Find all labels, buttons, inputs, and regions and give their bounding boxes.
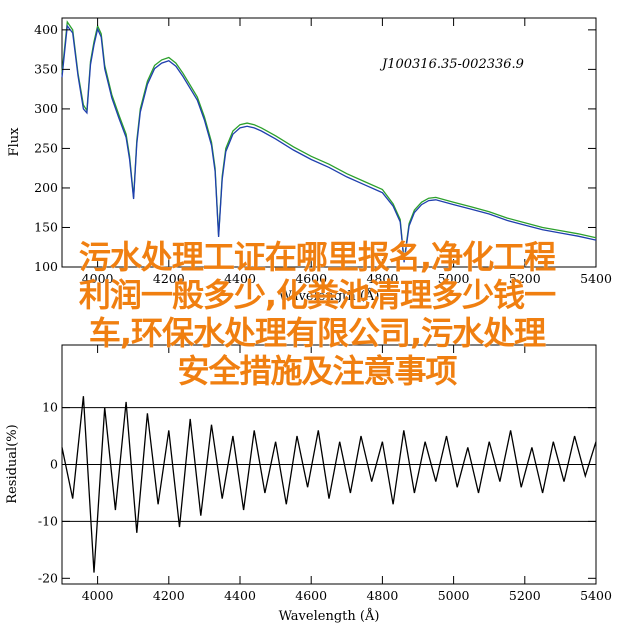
flux-y-tick-label: 100 <box>34 259 58 274</box>
flux-x-tick-label: 4600 <box>295 271 327 286</box>
residual-x-tick-label: 4800 <box>366 588 398 603</box>
flux-x-tick-label: 5400 <box>580 271 612 286</box>
residual-y-tick-label: 10 <box>42 400 58 415</box>
residual-x-tick-label: 4600 <box>295 588 327 603</box>
flux-y-tick-label: 400 <box>34 22 58 37</box>
flux-x-tick-label: 4200 <box>153 271 185 286</box>
flux-x-tick-label: 4000 <box>82 271 114 286</box>
flux-y-ticks: 100 150 200 250 300 350 400 <box>34 22 596 274</box>
flux-y-tick-label: 300 <box>34 101 58 116</box>
flux-x-tick-label: 4800 <box>366 271 398 286</box>
residual-x-tick-label: 5200 <box>509 588 541 603</box>
residual-x-tick-label: 4400 <box>224 588 256 603</box>
residual-x-axis-label: Wavelength (Å) <box>279 608 380 624</box>
residual-x-tick-label: 5400 <box>580 588 612 603</box>
residual-series-group <box>61 396 597 573</box>
flux-y-tick-label: 150 <box>34 219 58 234</box>
residual-x-tick-label: 5000 <box>438 588 470 603</box>
residual-y-tick-label: -20 <box>38 570 58 585</box>
residual-y-axis-label: Residual(%) <box>5 424 20 503</box>
residual-x-tick-label: 4200 <box>153 588 185 603</box>
residual-y-ticks: -20 -10 0 10 <box>38 400 596 585</box>
flux-chart-title: J100316.35-002336.9 <box>379 57 524 72</box>
residual-hlines <box>62 407 596 522</box>
flux-x-ticks: 4000 4200 4400 4600 4800 5000 5200 5400 <box>82 18 612 286</box>
flux-y-tick-label: 350 <box>34 61 58 76</box>
flux-x-tick-label: 4400 <box>224 271 256 286</box>
flux-y-tick-label: 250 <box>34 140 58 155</box>
residual-x-tick-label: 4000 <box>82 588 114 603</box>
residual-x-ticks: 4000 4200 4400 4600 4800 5000 5200 5400 <box>82 345 612 603</box>
flux-y-axis-label: Flux <box>7 127 22 157</box>
flux-plot-frame <box>61 17 597 268</box>
flux-series-line-2 <box>61 24 597 263</box>
flux-x-tick-label: 5200 <box>509 271 541 286</box>
flux-panel: 100 150 200 250 300 350 400 4000 4200 4400 4600 48… <box>7 17 612 304</box>
flux-x-tick-label: 5000 <box>438 271 470 286</box>
residual-y-tick-label: 0 <box>50 457 58 472</box>
flux-x-axis-label: Wavelength (Å) <box>279 288 380 304</box>
flux-y-tick-label: 200 <box>34 180 58 195</box>
residual-panel: -20 -10 0 10 4000 4200 4400 4600 4800 5000 5200 54… <box>5 344 612 624</box>
flux-series-group <box>61 20 597 263</box>
residual-series-line-1 <box>61 396 597 573</box>
residual-y-tick-label: -10 <box>38 513 58 528</box>
